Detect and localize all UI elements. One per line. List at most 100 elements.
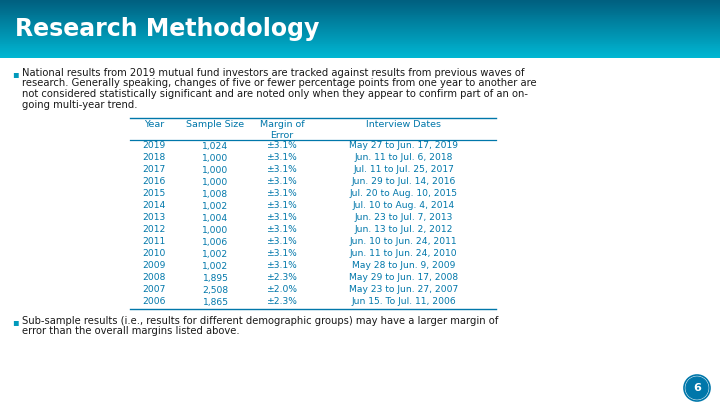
Polygon shape — [0, 31, 720, 32]
Circle shape — [684, 375, 710, 401]
Text: 1,000: 1,000 — [202, 226, 229, 234]
Polygon shape — [0, 4, 720, 5]
Polygon shape — [0, 35, 720, 36]
Polygon shape — [0, 13, 720, 15]
Polygon shape — [0, 17, 720, 18]
Bar — [0, 58, 720, 405]
Polygon shape — [0, 3, 720, 4]
Text: Year: Year — [144, 120, 164, 129]
Text: 2,508: 2,508 — [202, 286, 228, 294]
Text: ±3.1%: ±3.1% — [266, 249, 297, 258]
Polygon shape — [0, 12, 720, 13]
Polygon shape — [0, 57, 720, 58]
Text: ±3.1%: ±3.1% — [266, 262, 297, 271]
Polygon shape — [0, 27, 720, 28]
Text: May 27 to Jun. 17, 2019: May 27 to Jun. 17, 2019 — [349, 141, 458, 151]
Polygon shape — [0, 34, 720, 35]
Text: 1,006: 1,006 — [202, 237, 229, 247]
Polygon shape — [0, 42, 720, 43]
Text: Jun. 13 to Jul. 2, 2012: Jun. 13 to Jul. 2, 2012 — [354, 226, 453, 234]
Circle shape — [686, 377, 708, 399]
Text: ±3.1%: ±3.1% — [266, 213, 297, 222]
Polygon shape — [0, 19, 720, 20]
Polygon shape — [0, 28, 720, 29]
Text: ±3.1%: ±3.1% — [266, 237, 297, 247]
Text: ±3.1%: ±3.1% — [266, 141, 297, 151]
Text: 1,000: 1,000 — [202, 177, 229, 186]
Polygon shape — [0, 25, 720, 26]
Text: 6: 6 — [693, 383, 701, 393]
Polygon shape — [0, 40, 720, 41]
Text: ±3.1%: ±3.1% — [266, 177, 297, 186]
Polygon shape — [0, 36, 720, 37]
Polygon shape — [0, 32, 720, 33]
Polygon shape — [0, 15, 720, 17]
Polygon shape — [0, 0, 720, 1]
Text: ±2.0%: ±2.0% — [266, 286, 297, 294]
Polygon shape — [0, 33, 720, 34]
Text: 2009: 2009 — [143, 262, 166, 271]
Polygon shape — [0, 26, 720, 27]
Polygon shape — [0, 2, 720, 3]
Text: May 28 to Jun. 9, 2009: May 28 to Jun. 9, 2009 — [352, 262, 455, 271]
Text: 2014: 2014 — [143, 202, 166, 211]
Text: Interview Dates: Interview Dates — [366, 120, 441, 129]
Polygon shape — [0, 8, 720, 9]
Text: Jul. 10 to Aug. 4, 2014: Jul. 10 to Aug. 4, 2014 — [352, 202, 454, 211]
Text: research. Generally speaking, changes of five or fewer percentage points from on: research. Generally speaking, changes of… — [22, 79, 536, 89]
Polygon shape — [0, 1, 720, 2]
Text: ±2.3%: ±2.3% — [266, 273, 297, 283]
Text: Jun. 11 to Jul. 6, 2018: Jun. 11 to Jul. 6, 2018 — [354, 153, 453, 162]
Polygon shape — [0, 50, 720, 51]
Polygon shape — [0, 43, 720, 45]
Text: Sub-sample results (i.e., results for different demographic groups) may have a l: Sub-sample results (i.e., results for di… — [22, 316, 498, 326]
Text: 1,024: 1,024 — [202, 141, 229, 151]
Polygon shape — [0, 38, 720, 40]
Text: May 23 to Jun. 27, 2007: May 23 to Jun. 27, 2007 — [349, 286, 458, 294]
Text: error than the overall margins listed above.: error than the overall margins listed ab… — [22, 326, 240, 337]
Text: Sample Size: Sample Size — [186, 120, 245, 129]
Text: 2012: 2012 — [143, 226, 166, 234]
Text: 2013: 2013 — [143, 213, 166, 222]
Polygon shape — [0, 48, 720, 49]
Text: 2008: 2008 — [143, 273, 166, 283]
Text: May 29 to Jun. 17, 2008: May 29 to Jun. 17, 2008 — [349, 273, 458, 283]
Text: 2017: 2017 — [143, 166, 166, 175]
Text: 2015: 2015 — [143, 190, 166, 198]
Text: 2010: 2010 — [143, 249, 166, 258]
Polygon shape — [0, 56, 720, 57]
Polygon shape — [0, 20, 720, 21]
Polygon shape — [0, 24, 720, 25]
Polygon shape — [0, 29, 720, 30]
Polygon shape — [0, 54, 720, 55]
Polygon shape — [0, 18, 720, 19]
Polygon shape — [0, 21, 720, 22]
Polygon shape — [0, 11, 720, 12]
Polygon shape — [0, 30, 720, 31]
Text: Jun. 10 to Jun. 24, 2011: Jun. 10 to Jun. 24, 2011 — [350, 237, 457, 247]
Text: ▪: ▪ — [12, 317, 19, 327]
Text: Margin of
Error: Margin of Error — [260, 120, 305, 140]
Text: 2006: 2006 — [143, 298, 166, 307]
Text: not considered statistically significant and are noted only when they appear to : not considered statistically significant… — [22, 89, 528, 99]
Polygon shape — [0, 49, 720, 50]
Polygon shape — [0, 52, 720, 53]
Polygon shape — [0, 23, 720, 24]
Text: 1,000: 1,000 — [202, 166, 229, 175]
Text: ±3.1%: ±3.1% — [266, 226, 297, 234]
Text: ±2.3%: ±2.3% — [266, 298, 297, 307]
Text: 2007: 2007 — [143, 286, 166, 294]
Text: Jun. 23 to Jul. 7, 2013: Jun. 23 to Jul. 7, 2013 — [354, 213, 453, 222]
Text: Jul. 20 to Aug. 10, 2015: Jul. 20 to Aug. 10, 2015 — [349, 190, 457, 198]
Text: 2018: 2018 — [143, 153, 166, 162]
Text: 1,865: 1,865 — [202, 298, 228, 307]
Polygon shape — [0, 9, 720, 10]
Text: ▪: ▪ — [12, 69, 19, 79]
Polygon shape — [0, 53, 720, 54]
Text: 1,895: 1,895 — [202, 273, 228, 283]
Text: 1,000: 1,000 — [202, 153, 229, 162]
Polygon shape — [0, 55, 720, 56]
Text: Jun 15. To Jul. 11, 2006: Jun 15. To Jul. 11, 2006 — [351, 298, 456, 307]
Text: going multi-year trend.: going multi-year trend. — [22, 100, 138, 109]
Text: 2019: 2019 — [143, 141, 166, 151]
